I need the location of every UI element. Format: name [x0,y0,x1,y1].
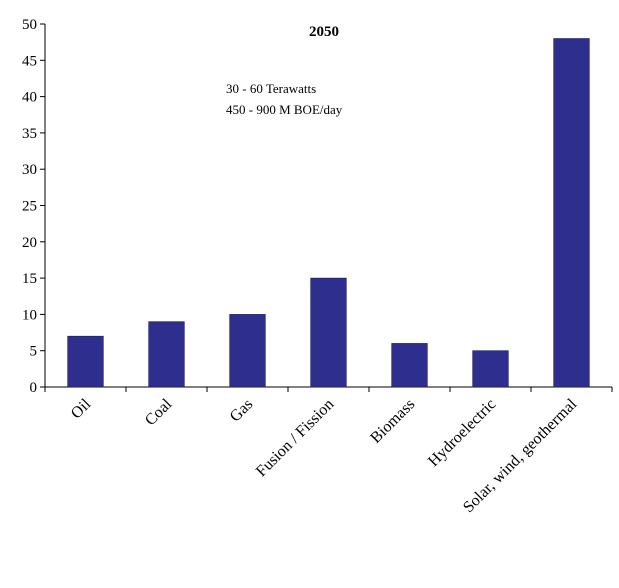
y-tick-label: 50 [22,17,37,33]
x-tick-label: Coal [142,395,176,429]
y-tick-label: 40 [22,90,37,106]
annotation-terawatts: 30 - 60 Terawatts [226,81,316,96]
bar-hydroelectric [472,350,509,388]
bar-fusion-fission [310,277,347,388]
y-tick-label: 45 [22,53,37,69]
y-tick-label: 15 [22,271,37,287]
y-tick-label: 0 [30,380,38,396]
y-tick-label: 30 [22,162,37,178]
y-tick-label: 35 [22,126,37,142]
bar-solar-wind-geothermal [553,38,590,388]
bar-oil [67,335,104,388]
x-tick-label: Hydroelectric [425,396,499,470]
x-tick-label: Biomass [367,396,418,447]
x-tick-label: Gas [227,396,257,426]
y-tick-label: 25 [22,199,37,215]
bars [67,38,590,388]
y-tick-label: 5 [30,344,38,360]
x-tick-label: Oil [68,395,95,422]
y-tick-label: 10 [22,307,37,323]
chart-title: 2050 [309,24,339,40]
annotation-boe: 450 - 900 M BOE/day [226,102,343,117]
axes [40,23,613,392]
y-tick-labels: 0 5 10 15 20 25 30 35 40 45 50 [22,17,37,396]
bar-coal [148,321,185,388]
y-tick-label: 20 [22,235,37,251]
x-tick-label: Fusion / Fission [253,396,337,480]
bar-gas [229,314,266,388]
bar-biomass [391,343,428,388]
